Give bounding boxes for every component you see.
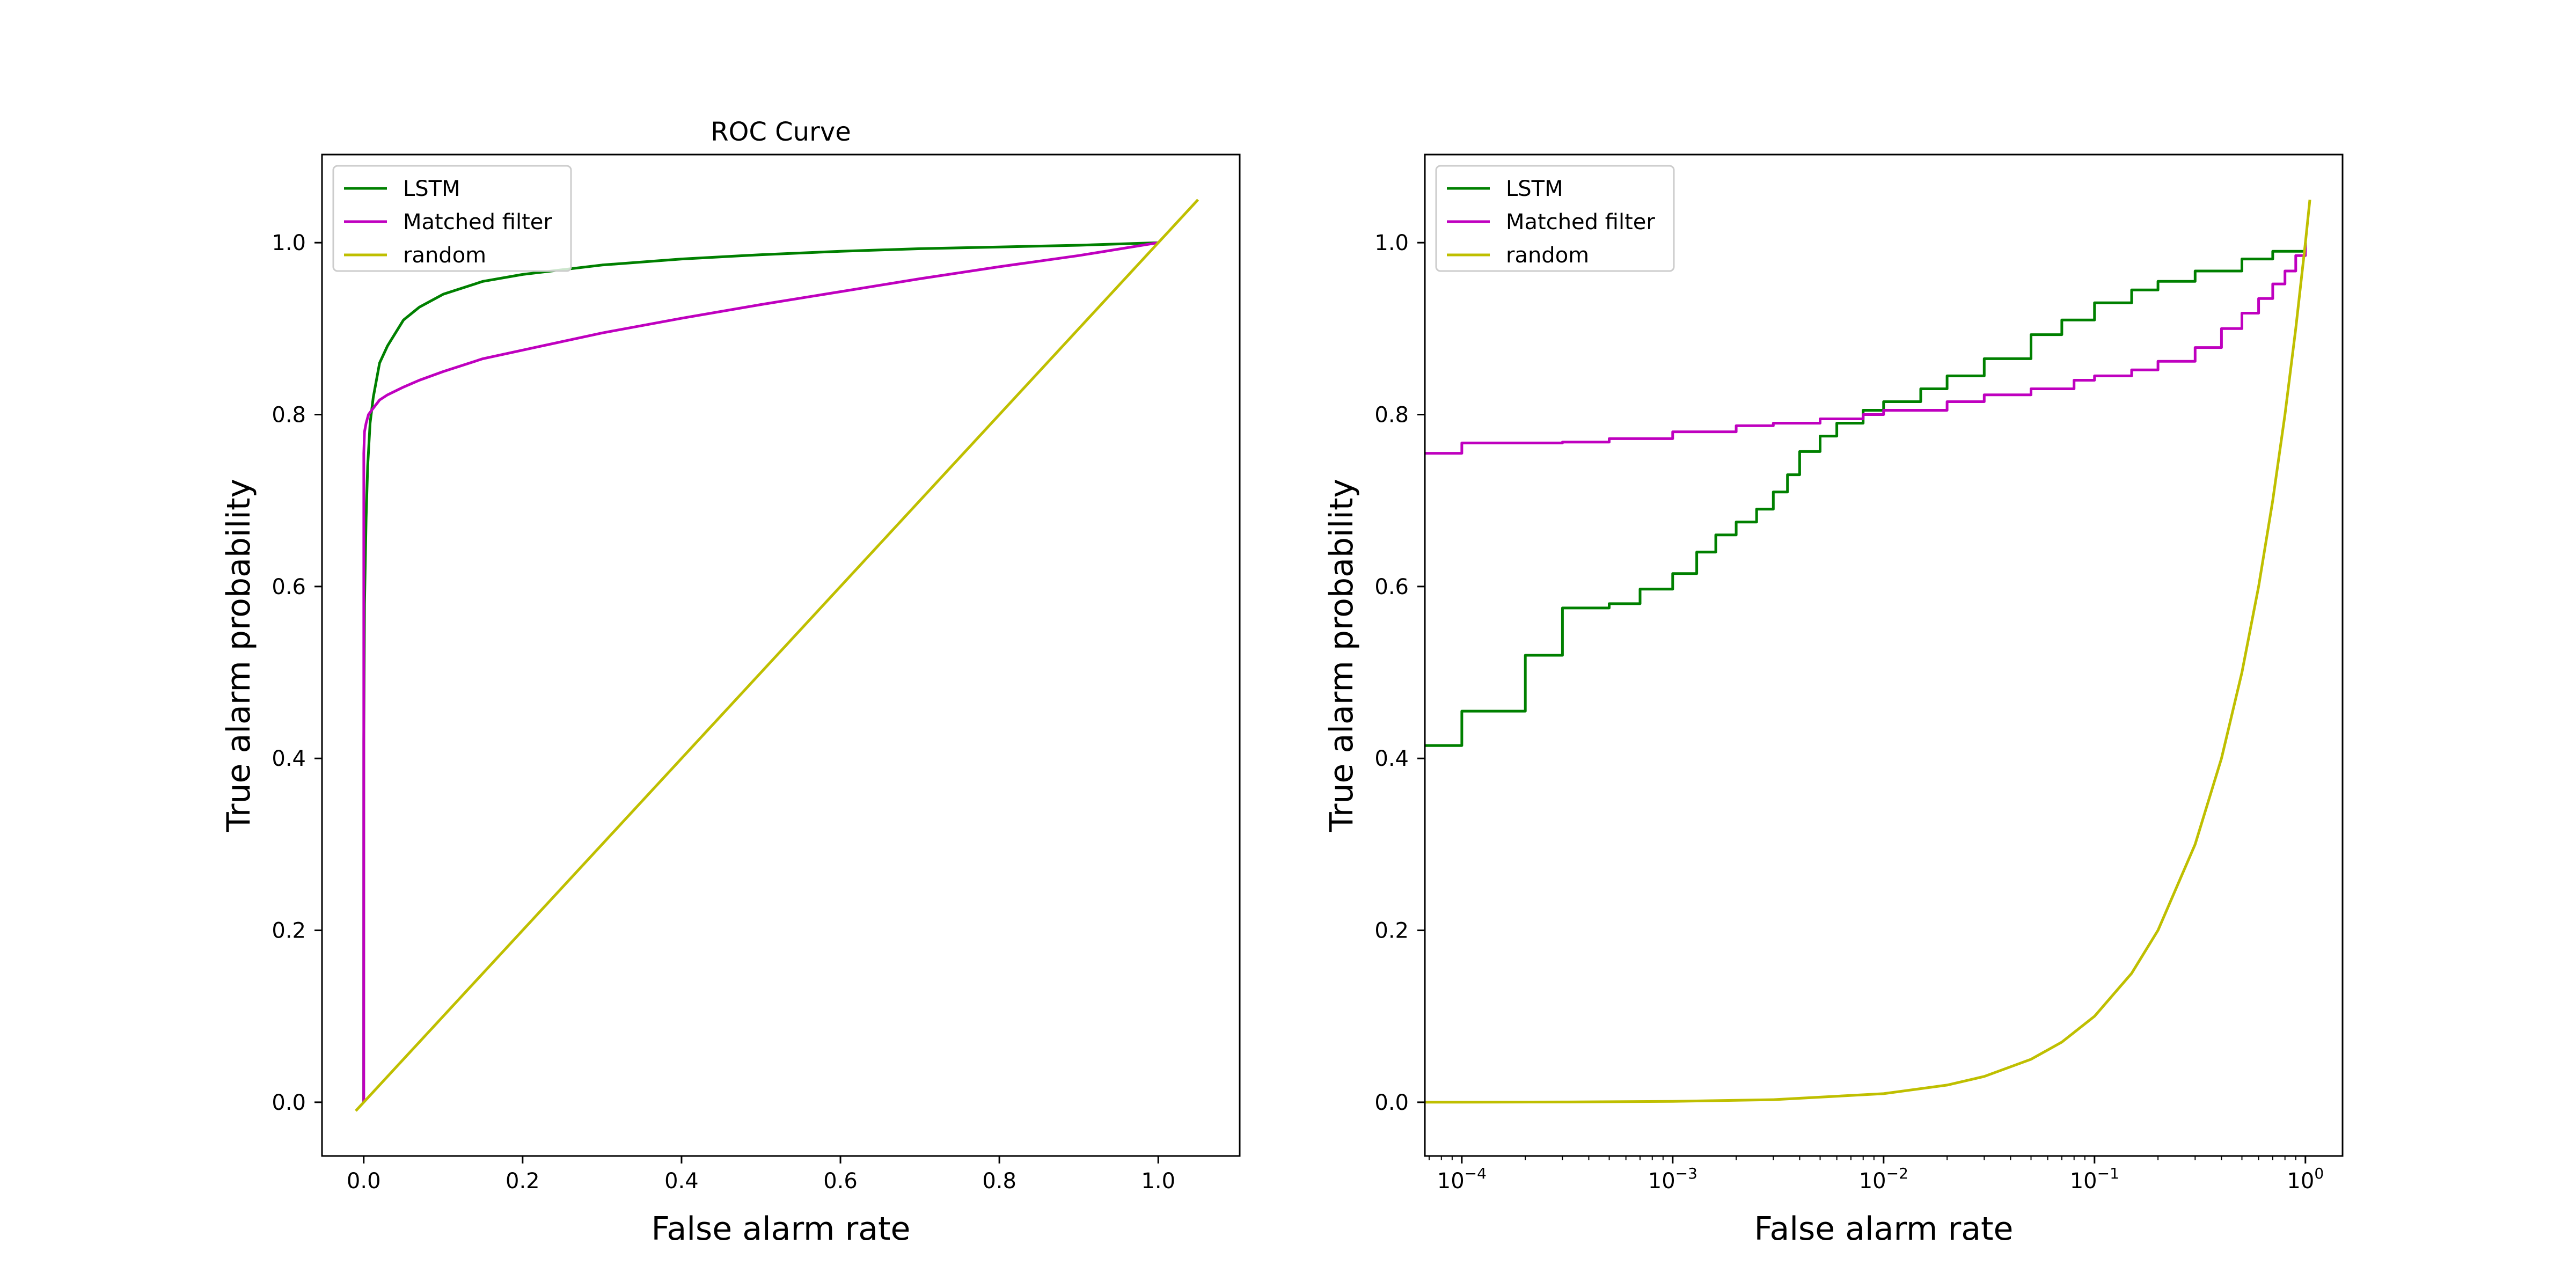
y-axis-label: True alarm probability [1323,479,1360,832]
y-tick-label: 1.0 [272,231,306,255]
series-line-lstm [362,241,1159,1102]
legend-entry: random [403,243,486,268]
x-tick-label: 10−3 [1648,1165,1697,1194]
x-tick-label: 0.0 [347,1169,381,1194]
x-tick-label: 0.2 [506,1169,540,1194]
x-axis-label: False alarm rate [1754,1210,2014,1248]
right-roc-plot-log: 0.0 0.2 0.4 0.6 0.8 1.0 10−4 10−3 10−2 10−1 100 Fal… [1323,153,2344,1248]
series-line-matched-filter [1425,243,2307,455]
y-tick-label: 0.8 [272,403,306,428]
x-axis-label: False alarm rate [652,1210,911,1248]
x-tick-label: 10−1 [2070,1165,2119,1194]
y-tick-label: 0.6 [1374,575,1409,599]
chart-title: ROC Curve [711,117,851,147]
y-tick-label: 0.8 [1374,403,1409,428]
series-group [1425,199,2311,1104]
legend-entry: LSTM [1506,177,1563,201]
y-tick-label: 0.4 [1374,747,1409,771]
legend-entry: Matched filter [1506,210,1655,235]
axes-frame [321,153,1241,1157]
x-tick-label: 0.6 [823,1169,858,1194]
x-tick-label: 10−2 [1859,1165,1908,1194]
legend: LSTM Matched filter random [1435,165,1675,272]
y-tick-label: 0.0 [1374,1091,1409,1115]
legend: LSTM Matched filter random [332,165,572,272]
x-tick-label: 0.8 [982,1169,1016,1194]
series-line-random [355,199,1199,1112]
left-roc-plot: 0.0 0.2 0.4 0.6 0.8 1.0 0.0 0.2 0.4 0.6 0.8 1.0 Fals… [220,117,1241,1248]
x-tick-label: 0.4 [664,1169,699,1194]
legend-box [332,165,572,272]
y-tick-label: 0.6 [272,575,306,599]
x-tick-label: 10−4 [1437,1165,1487,1194]
legend-entry: random [1506,243,1589,268]
y-tick-label: 1.0 [1374,231,1409,255]
y-tick-label: 0.2 [272,919,306,943]
series-line-matched-filter [362,241,1159,1102]
x-tick-label: 1.0 [1141,1169,1175,1194]
y-tick-label: 0.0 [272,1091,306,1115]
y-axis-label: True alarm probability [220,479,258,832]
series-line-lstm [1425,243,2307,747]
series-line-random [1425,199,2311,1104]
legend-box [1435,165,1675,272]
x-tick-label: 100 [2287,1165,2324,1194]
legend-entry: Matched filter [403,210,552,235]
y-tick-label: 0.2 [1374,919,1409,943]
series-group [355,199,1199,1112]
y-tick-label: 0.4 [272,747,306,771]
legend-entry: LSTM [403,177,460,201]
